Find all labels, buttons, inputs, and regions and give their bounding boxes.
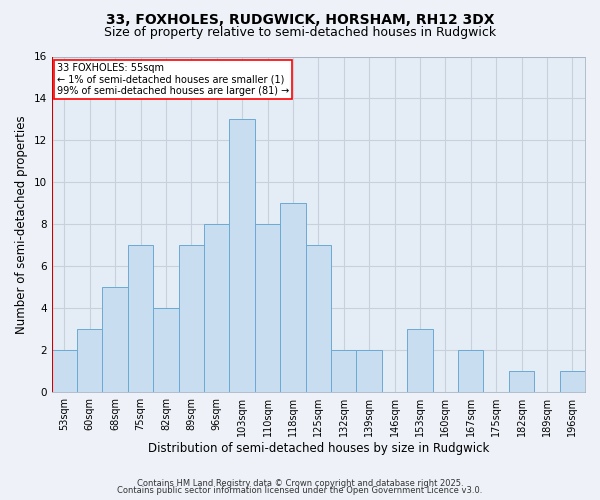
Bar [229,120,255,392]
Bar [407,330,433,392]
Bar [509,371,534,392]
Bar [255,224,280,392]
Bar [103,288,128,392]
Text: 33, FOXHOLES, RUDGWICK, HORSHAM, RH12 3DX: 33, FOXHOLES, RUDGWICK, HORSHAM, RH12 3D… [106,12,494,26]
Text: Size of property relative to semi-detached houses in Rudgwick: Size of property relative to semi-detach… [104,26,496,39]
Bar [52,350,77,392]
Bar [204,224,229,392]
Y-axis label: Number of semi-detached properties: Number of semi-detached properties [15,115,28,334]
X-axis label: Distribution of semi-detached houses by size in Rudgwick: Distribution of semi-detached houses by … [148,442,489,455]
Bar [560,371,585,392]
Text: Contains public sector information licensed under the Open Government Licence v3: Contains public sector information licen… [118,486,482,495]
Bar [305,246,331,392]
Bar [153,308,179,392]
Bar [331,350,356,392]
Bar [458,350,484,392]
Bar [356,350,382,392]
Bar [128,246,153,392]
Bar [77,330,103,392]
Bar [280,204,305,392]
Text: 33 FOXHOLES: 55sqm
← 1% of semi-detached houses are smaller (1)
99% of semi-deta: 33 FOXHOLES: 55sqm ← 1% of semi-detached… [57,63,289,96]
Bar [179,246,204,392]
Text: Contains HM Land Registry data © Crown copyright and database right 2025.: Contains HM Land Registry data © Crown c… [137,478,463,488]
